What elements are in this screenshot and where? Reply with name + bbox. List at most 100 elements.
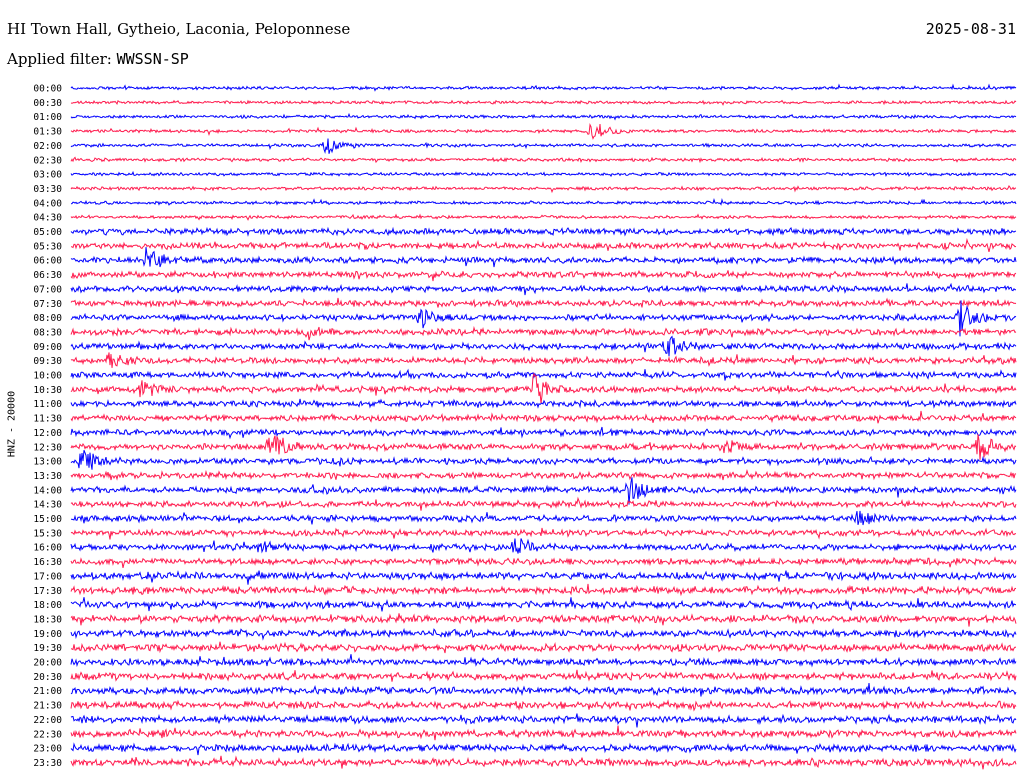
seismogram-trace (70, 226, 1017, 237)
seismogram-trace (70, 654, 1017, 668)
time-tick-label: 05:00 (33, 227, 62, 238)
seismogram-trace (70, 410, 1017, 424)
seismogram-trace (70, 570, 1017, 585)
time-tick-label: 06:00 (33, 256, 62, 267)
seismogram-trace (70, 725, 1017, 741)
seismogram-trace (70, 282, 1016, 296)
seismogram-trace (70, 297, 1017, 309)
seismogram-trace (70, 247, 1017, 268)
time-tick-label: 11:00 (33, 399, 62, 410)
seismogram-trace (70, 597, 1016, 612)
seismogram-trace (70, 325, 1017, 341)
time-tick-label: 09:30 (33, 356, 62, 367)
time-tick-label: 20:30 (33, 672, 62, 683)
seismogram-trace (70, 477, 1017, 505)
time-tick-label: 05:30 (33, 241, 62, 252)
seismogram-trace (70, 641, 1017, 654)
seismogram-trace (70, 372, 1017, 404)
seismogram-trace (70, 198, 1017, 206)
seismogram-trace (70, 556, 1017, 569)
filter-value: WWSSN-SP (116, 50, 189, 68)
seismogram-trace (70, 527, 1017, 540)
seismogram-trace (70, 138, 1017, 154)
time-tick-label: 00:30 (33, 98, 62, 109)
seismogram-trace (70, 450, 1017, 470)
time-tick-label: 00:00 (33, 84, 62, 95)
time-tick-label: 01:30 (33, 127, 62, 138)
time-tick-label: 17:00 (33, 571, 62, 582)
seismogram-trace (70, 185, 1017, 194)
time-tick-label: 16:00 (33, 543, 62, 554)
time-tick-label: 14:00 (33, 485, 62, 496)
time-tick-label: 03:30 (33, 184, 62, 195)
time-tick-label: 12:30 (33, 442, 62, 453)
seismogram-trace (70, 335, 1017, 357)
time-tick-label: 18:30 (33, 614, 62, 625)
time-tick-label: 11:30 (33, 414, 62, 425)
time-tick-label: 01:00 (33, 112, 62, 123)
time-tick-label: 23:30 (33, 758, 62, 769)
time-tick-label: 10:30 (33, 385, 62, 396)
seismogram-trace (70, 713, 1017, 728)
seismogram-trace (70, 434, 1017, 460)
time-tick-label: 22:30 (33, 729, 62, 740)
time-tick-label: 14:30 (33, 500, 62, 511)
time-tick-label: 20:00 (33, 658, 62, 669)
seismogram-trace (70, 123, 1017, 140)
time-tick-label: 18:00 (33, 600, 62, 611)
time-tick-label: 03:00 (33, 170, 62, 181)
seismogram-trace (70, 583, 1017, 597)
time-tick-label: 22:00 (33, 715, 62, 726)
time-tick-label: 23:00 (33, 744, 62, 755)
seismogram-trace (70, 669, 1017, 683)
date-label: 2025-08-31 (925, 20, 1016, 38)
seismogram-trace (70, 469, 1017, 481)
seismogram-trace (70, 156, 1017, 164)
seismogram-trace (70, 538, 1017, 554)
time-tick-label: 15:30 (33, 528, 62, 539)
seismogram-trace (70, 269, 1017, 282)
filter-label-text: Applied filter: (7, 50, 112, 68)
time-tick-label: 07:30 (33, 299, 62, 310)
time-tick-label: 08:00 (33, 313, 62, 324)
seismogram-trace (70, 99, 1017, 106)
seismogram-trace (70, 300, 1017, 337)
seismogram-trace (70, 83, 1017, 92)
time-tick-label: 02:00 (33, 141, 62, 152)
seismogram-trace (70, 352, 1017, 368)
time-tick-label: 04:00 (33, 198, 62, 209)
seismogram-trace (70, 755, 1017, 770)
seismogram-trace (70, 613, 1017, 627)
time-tick-label: 21:00 (33, 686, 62, 697)
time-tick-label: 15:00 (33, 514, 62, 525)
time-tick-label: 16:30 (33, 557, 62, 568)
time-tick-label: 06:30 (33, 270, 62, 281)
time-tick-label: 21:30 (33, 701, 62, 712)
time-tick-label: 12:00 (33, 428, 62, 439)
filter-label: Applied filter: WWSSN-SP (7, 50, 189, 68)
seismogram-trace (70, 742, 1017, 756)
time-tick-label: 04:30 (33, 213, 62, 224)
time-tick-label: 19:00 (33, 629, 62, 640)
time-tick-label: 13:00 (33, 457, 62, 468)
seismogram-trace (70, 237, 1017, 253)
time-tick-label: 10:00 (33, 371, 62, 382)
seismogram-trace (70, 682, 1017, 697)
seismogram-trace (70, 496, 1017, 511)
seismogram-trace (70, 213, 1017, 221)
seismogram-trace (70, 699, 1017, 712)
time-tick-label: 07:00 (33, 284, 62, 295)
time-tick-label: 13:30 (33, 471, 62, 482)
seismogram-trace (70, 510, 1017, 526)
seismogram-trace (70, 170, 1017, 178)
seismogram-trace (70, 112, 1017, 121)
seismogram-trace (70, 426, 1017, 440)
time-tick-label: 02:30 (33, 155, 62, 166)
seismogram-trace (70, 398, 1017, 409)
time-tick-label: 09:00 (33, 342, 62, 353)
station-title: HI Town Hall, Gytheio, Laconia, Peloponn… (7, 20, 351, 38)
seismogram-trace (70, 368, 1017, 381)
time-tick-label: 08:30 (33, 327, 62, 338)
time-tick-label: 19:30 (33, 643, 62, 654)
